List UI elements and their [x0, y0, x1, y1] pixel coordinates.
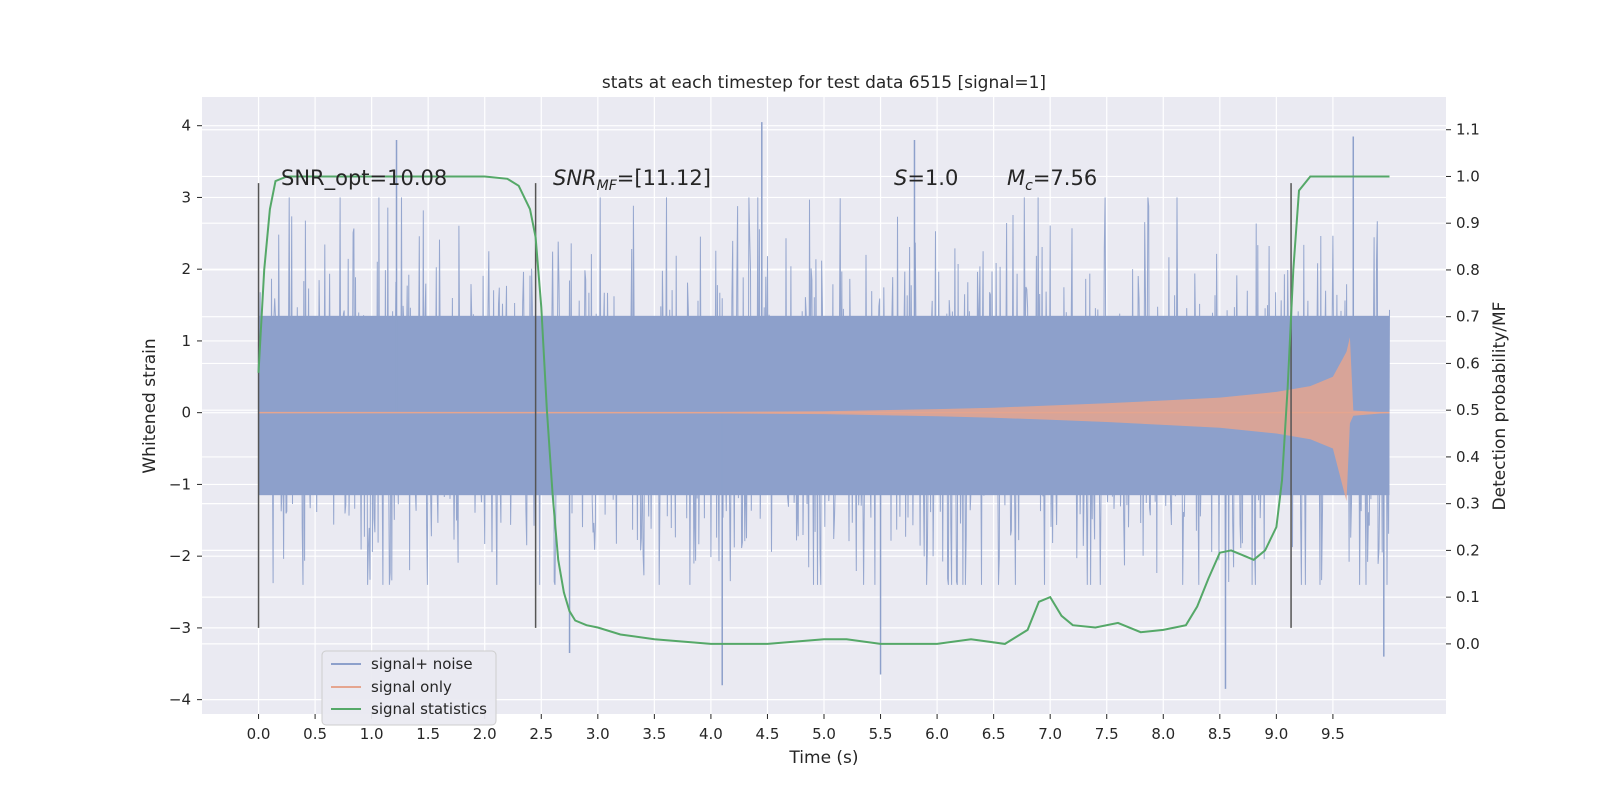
x-tick-label: 6.0	[925, 725, 949, 743]
x-tick-label: 7.0	[1038, 725, 1062, 743]
x-tick-label: 1.5	[416, 725, 440, 743]
y-left-axis-label: Whitened strain	[140, 338, 160, 473]
legend: signal+ noise signal only signal statist…	[321, 650, 497, 726]
x-tick-label: 5.0	[812, 725, 836, 743]
y-right-tick-label: 0.5	[1456, 401, 1480, 419]
x-axis-label: Time (s)	[788, 748, 858, 768]
snr-mf-annotation: SNRMF=[11.12]	[553, 166, 711, 194]
y-right-tick-label: 0.3	[1456, 495, 1480, 513]
x-tick-label: 2.5	[529, 725, 553, 743]
x-tick-label: 0.0	[247, 725, 271, 743]
y-right-tick-label: 0.4	[1456, 448, 1480, 466]
y-right-tick-label: 0.2	[1456, 541, 1480, 559]
y-left-axis-ticks: −4 −3 −2 −1 0 1 2 3 4	[169, 117, 202, 709]
x-tick-label: 7.5	[1095, 725, 1119, 743]
y-right-axis-ticks: 0.0 0.1 0.2 0.3 0.4 0.5 0.6 0.7 0.8 0.9 1.0 1.1	[1446, 121, 1480, 653]
x-tick-label: 5.5	[869, 725, 893, 743]
legend-box	[321, 650, 497, 726]
y-right-tick-label: 0.7	[1456, 308, 1480, 326]
x-axis-ticks: 0.0 0.5 1.0 1.5 2.0 2.5 3.0 3.5 4.0 4.5 5.0 5.5 6.0 6…	[247, 714, 1345, 743]
y-left-tick-label: −3	[169, 619, 191, 637]
signal-statistics-line	[257, 175, 1390, 645]
legend-label-signal-only: signal only	[371, 678, 452, 696]
signal-only-series	[258, 337, 1390, 502]
x-tick-label: 4.5	[756, 725, 780, 743]
x-tick-label: 3.0	[586, 725, 610, 743]
y-right-axis-label: Detection probability/MF	[1490, 302, 1510, 511]
x-tick-label: 4.0	[699, 725, 723, 743]
y-left-tick-label: 1	[181, 332, 191, 350]
y-right-tick-label: 1.0	[1456, 167, 1480, 185]
x-tick-label: 6.5	[982, 725, 1006, 743]
s-annotation: S=1.0	[894, 166, 958, 190]
y-left-tick-label: 4	[181, 117, 191, 135]
y-left-tick-label: 0	[181, 404, 191, 422]
y-right-tick-label: 0.9	[1456, 214, 1480, 232]
x-tick-label: 3.5	[642, 725, 666, 743]
y-right-tick-label: 0.0	[1456, 635, 1480, 653]
x-tick-label: 1.0	[360, 725, 384, 743]
y-right-tick-label: 0.6	[1456, 354, 1480, 372]
y-left-tick-label: 3	[181, 188, 191, 206]
x-tick-label: 0.5	[303, 725, 327, 743]
legend-label-signal-noise: signal+ noise	[371, 655, 473, 673]
y-right-tick-label: 0.1	[1456, 588, 1480, 606]
signal-statistics-series	[257, 175, 1390, 645]
chart-title: stats at each timestep for test data 651…	[602, 73, 1046, 93]
x-tick-label: 8.0	[1151, 725, 1175, 743]
y-left-tick-label: −4	[169, 691, 191, 709]
y-left-tick-label: 2	[181, 260, 191, 278]
snr-opt-annotation: SNR_opt=10.08	[281, 166, 447, 191]
y-right-tick-label: 0.8	[1456, 261, 1480, 279]
y-left-tick-label: −1	[169, 475, 191, 493]
x-tick-label: 8.5	[1208, 725, 1232, 743]
y-left-tick-label: −2	[169, 547, 191, 565]
vertical-markers	[257, 183, 1292, 628]
legend-label-signal-statistics: signal statistics	[371, 700, 487, 718]
x-tick-label: 9.0	[1264, 725, 1288, 743]
y-right-tick-label: 1.1	[1456, 121, 1480, 139]
signal-only-envelope	[258, 337, 1390, 502]
x-tick-label: 9.5	[1321, 725, 1345, 743]
mc-annotation: Mc=7.56	[1007, 166, 1097, 194]
x-tick-label: 2.0	[473, 725, 497, 743]
